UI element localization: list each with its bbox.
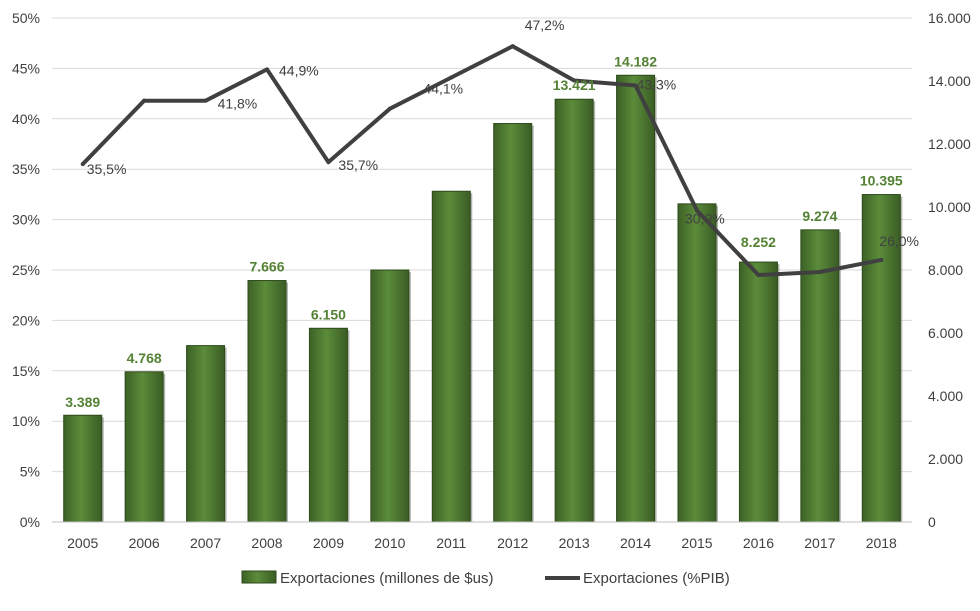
bar [677,203,717,523]
y-left-tick-label: 45% [12,60,40,76]
bar [186,345,226,523]
x-tick-label: 2005 [67,535,98,551]
line-data-label: 47,2% [525,17,565,33]
x-tick-label: 2017 [804,535,835,551]
line-point [695,208,699,213]
x-tick-label: 2012 [497,535,528,551]
x-tick-label: 2009 [313,535,344,551]
line-data-label: 43,3% [637,77,677,93]
bar-data-label: 6.150 [311,306,346,322]
y-right-tick-label: 4.000 [928,388,963,404]
line-point [756,273,761,278]
line-point [265,67,269,72]
line-point [80,162,85,167]
bar [800,229,840,523]
line-point [510,44,515,49]
bar [124,371,164,523]
line-point [449,75,454,80]
y-right-tick-label: 10.000 [928,199,971,215]
bar [738,261,778,523]
axes: 0% 5% 10% 15% 20% 25% 30% 35% 40% 45% 50% 0 2.000 4.0… [12,10,971,551]
bar [554,98,594,523]
line-point [203,98,208,103]
line-series [80,44,884,278]
y-left-tick-label: 20% [12,312,40,328]
bar [431,190,471,523]
bars [63,74,903,523]
line-point [879,257,884,262]
bar [247,280,287,523]
x-tick-label: 2010 [374,535,405,551]
x-tick-label: 2007 [190,535,221,551]
line-data-label: 26,0% [879,233,919,249]
bar [63,414,103,523]
y-right-tick-label: 0 [928,514,936,530]
line-data-label: 35,5% [87,161,127,177]
line-point [817,270,822,275]
line-data-label: 44,9% [279,62,319,78]
line-point [633,83,638,88]
legend: Exportaciones (millones de $us) Exportaci… [241,570,730,587]
y-right-tick-label: 12.000 [928,136,971,152]
gridlines [52,17,912,523]
line-point [387,106,392,111]
bar-data-label: 7.666 [249,259,284,275]
x-tick-label: 2013 [559,535,590,551]
x-tick-label: 2016 [743,535,774,551]
bar-data-label: 10.395 [860,173,903,189]
line-data-label: 44,1% [423,80,463,96]
line-data-label: 30,9% [685,211,725,227]
line-point [326,160,331,165]
bar [616,74,656,523]
line-point [142,98,147,103]
y-left-tick-label: 40% [12,111,40,127]
bar [493,123,533,523]
y-right-tick-label: 8.000 [928,262,963,278]
bar-data-label: 3.389 [65,394,100,410]
bar-data-label: 9.274 [802,208,837,224]
legend-line-label: Exportaciones (%PIB) [583,570,730,587]
bar [308,327,348,523]
y-left-tick-label: 15% [12,363,40,379]
y-left-tick-label: 30% [12,212,40,228]
y-left-tick-label: 35% [12,161,40,177]
bar-data-label: 8.252 [741,234,776,250]
x-tick-label: 2011 [436,535,466,551]
bar [370,269,410,523]
legend-bar-label: Exportaciones (millones de $us) [280,570,493,587]
x-tick-label: 2006 [129,535,160,551]
y-left-tick-label: 10% [12,413,40,429]
y-left-tick-label: 25% [12,262,40,278]
legend-bar-swatch [241,570,277,584]
bar-data-label: 4.768 [127,350,162,366]
line-point [572,78,577,83]
y-right-tick-label: 14.000 [928,73,971,89]
line-data-label: 41,8% [218,96,258,112]
data-labels: 3.389 4.768 7.666 6.150 13.421 14.182 8.252 9.2… [65,17,919,410]
x-tick-label: 2015 [681,535,712,551]
x-tick-label: 2014 [620,535,651,551]
y-left-tick-label: 50% [12,10,40,26]
bar-data-label: 13.421 [553,77,596,93]
x-tick-label: 2018 [866,535,897,551]
line-path [81,44,882,277]
y-left-tick-label: 0% [20,514,40,530]
y-right-tick-label: 16.000 [928,10,971,26]
bar-data-label: 14.182 [614,53,657,69]
x-tick-label: 2008 [251,535,282,551]
bar [861,194,901,523]
y-right-tick-label: 2.000 [928,451,963,467]
y-left-tick-label: 5% [20,464,40,480]
line-data-label: 35,7% [338,157,378,173]
y-right-tick-label: 6.000 [928,325,963,341]
